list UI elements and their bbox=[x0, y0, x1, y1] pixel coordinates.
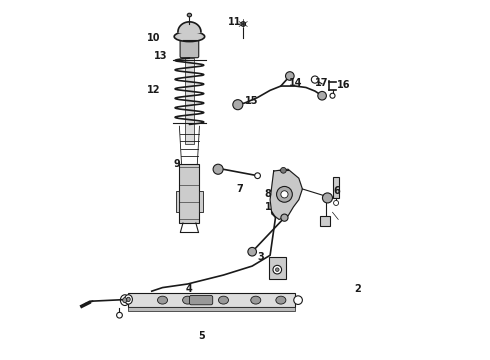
Circle shape bbox=[281, 191, 288, 198]
Text: 9: 9 bbox=[173, 159, 180, 169]
Ellipse shape bbox=[126, 297, 130, 302]
Circle shape bbox=[330, 93, 335, 98]
Bar bbox=[128, 293, 295, 307]
Circle shape bbox=[311, 76, 318, 83]
Text: 5: 5 bbox=[198, 331, 205, 341]
Circle shape bbox=[294, 296, 302, 305]
Ellipse shape bbox=[183, 296, 193, 304]
Circle shape bbox=[275, 268, 279, 271]
Bar bbox=[128, 307, 295, 311]
Circle shape bbox=[281, 214, 288, 221]
Circle shape bbox=[248, 247, 256, 256]
Text: 8: 8 bbox=[265, 189, 272, 199]
Circle shape bbox=[273, 265, 282, 274]
Text: 17: 17 bbox=[316, 78, 329, 88]
Ellipse shape bbox=[187, 13, 192, 17]
Circle shape bbox=[318, 91, 326, 100]
Ellipse shape bbox=[276, 296, 286, 304]
Text: 15: 15 bbox=[245, 96, 259, 106]
Ellipse shape bbox=[157, 296, 168, 304]
Bar bbox=[270, 257, 286, 279]
Bar bbox=[319, 216, 330, 226]
Ellipse shape bbox=[122, 298, 127, 303]
Ellipse shape bbox=[219, 296, 228, 304]
Ellipse shape bbox=[174, 32, 205, 41]
Text: 10: 10 bbox=[147, 33, 160, 43]
Circle shape bbox=[322, 193, 333, 203]
Text: 1: 1 bbox=[265, 202, 271, 212]
Circle shape bbox=[213, 164, 223, 174]
FancyBboxPatch shape bbox=[180, 39, 199, 58]
Bar bbox=[333, 177, 339, 198]
Circle shape bbox=[276, 186, 293, 202]
Bar bbox=[199, 191, 203, 212]
Circle shape bbox=[280, 167, 286, 173]
Text: 12: 12 bbox=[147, 85, 160, 95]
Circle shape bbox=[334, 201, 339, 206]
Text: 13: 13 bbox=[154, 51, 168, 61]
Text: 2: 2 bbox=[355, 284, 361, 294]
Ellipse shape bbox=[251, 296, 261, 304]
Text: 11: 11 bbox=[227, 17, 241, 27]
Text: 6: 6 bbox=[333, 186, 340, 196]
Text: 14: 14 bbox=[289, 78, 302, 88]
Bar bbox=[179, 164, 199, 223]
Circle shape bbox=[255, 173, 260, 179]
Ellipse shape bbox=[124, 295, 132, 304]
Text: 7: 7 bbox=[236, 184, 243, 194]
Circle shape bbox=[233, 100, 243, 110]
Bar bbox=[176, 191, 179, 212]
Bar bbox=[185, 58, 194, 144]
FancyBboxPatch shape bbox=[190, 296, 213, 305]
Text: 3: 3 bbox=[258, 252, 265, 262]
Text: 4: 4 bbox=[186, 284, 193, 294]
Ellipse shape bbox=[121, 295, 129, 306]
Text: 16: 16 bbox=[337, 80, 350, 90]
Polygon shape bbox=[270, 169, 302, 220]
Ellipse shape bbox=[241, 22, 245, 26]
Circle shape bbox=[117, 312, 122, 318]
Circle shape bbox=[286, 72, 294, 80]
